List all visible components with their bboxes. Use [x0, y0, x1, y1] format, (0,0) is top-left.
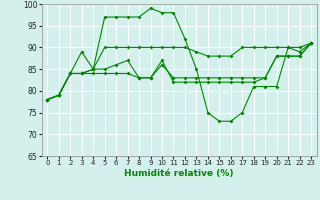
X-axis label: Humidité relative (%): Humidité relative (%) [124, 169, 234, 178]
